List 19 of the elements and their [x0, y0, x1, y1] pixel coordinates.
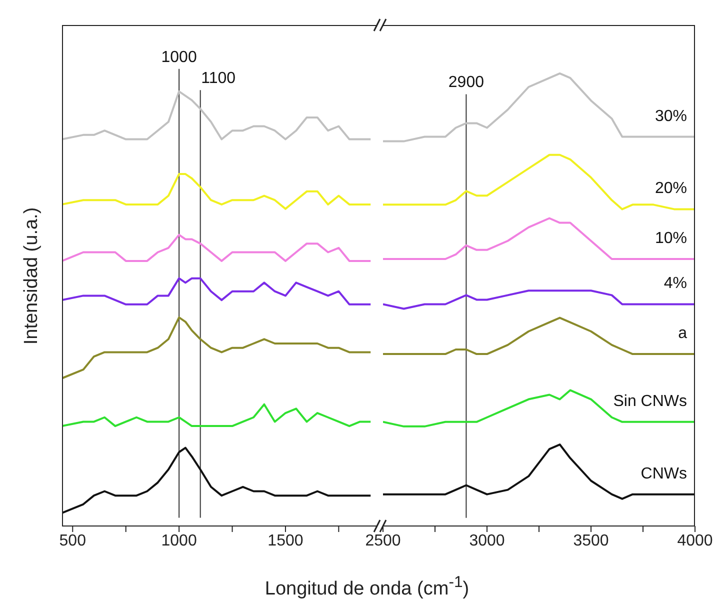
x-tick-label: 4000: [677, 532, 713, 550]
ref-line-label: 1100: [201, 70, 236, 88]
x-tick-label: 1000: [161, 532, 197, 550]
series-label: CNWs: [640, 465, 687, 482]
series-label: 30%: [654, 108, 687, 125]
series-label: 10%: [654, 230, 687, 247]
x-tick-label: 2500: [365, 532, 401, 550]
series-label: a: [678, 325, 688, 342]
ref-line-label: 1000: [161, 48, 197, 66]
x-tick-label: 500: [59, 532, 86, 550]
x-tick-label: 3500: [573, 532, 609, 550]
y-axis-title: Intensidad (u.a.): [21, 206, 43, 344]
ref-line-label: 2900: [448, 74, 484, 92]
series-label: Sin CNWs: [613, 392, 687, 410]
series-label: 4%: [664, 275, 687, 292]
x-axis-title: Longitud de onda (cm$^{-1}$): [264, 574, 470, 600]
x-tick-label: 3000: [469, 532, 505, 550]
series-label: 20%: [654, 180, 687, 198]
x-tick-label: 1500: [268, 532, 304, 550]
